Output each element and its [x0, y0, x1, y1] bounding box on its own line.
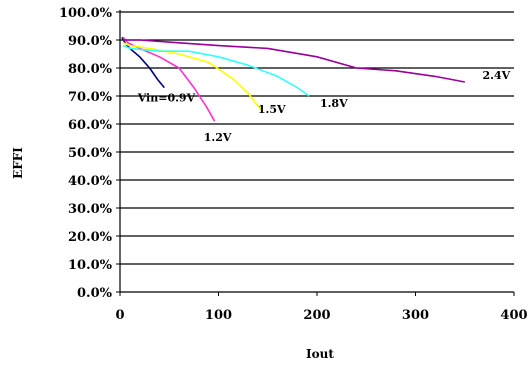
y-tick-label-5: 50.0% — [68, 146, 113, 161]
series-label-4: 2.4V — [482, 69, 510, 82]
y-tick-label-2: 20.0% — [68, 230, 113, 245]
y-tick-label-10: 100.0% — [59, 6, 113, 21]
grid-lines — [120, 11, 514, 265]
y-tick-label-6: 60.0% — [68, 118, 113, 133]
series-line-2 — [122, 42, 262, 111]
y-axis-title: EFFI — [11, 147, 25, 179]
series-line-3 — [122, 44, 310, 97]
x-tick-label-1: 100 — [205, 308, 232, 323]
y-tick-labels: 0.0% 10.0% 20.0% 30.0% 40.0% 50.0% 60.0% 70.0% 8… — [59, 6, 113, 301]
x-tick-labels: 0 100 200 300 400 — [115, 308, 527, 323]
y-tick-label-8: 80.0% — [68, 62, 113, 77]
y-tick-label-4: 40.0% — [68, 174, 113, 189]
x-tick-label-2: 200 — [303, 308, 330, 323]
y-tick-label-9: 90.0% — [68, 34, 113, 49]
series-line-4 — [123, 39, 465, 83]
y-tick-label-0: 0.0% — [77, 286, 113, 301]
axes — [116, 10, 515, 296]
series-line-1 — [122, 36, 216, 122]
series-labels: Vin=0.9V 1.2V 1.5V 1.8V 2.4V — [137, 69, 511, 144]
series-label-3: 1.8V — [320, 97, 348, 110]
y-tick-label-1: 10.0% — [68, 258, 113, 273]
series-label-1: 1.2V — [204, 131, 232, 144]
x-tick-label-0: 0 — [115, 308, 124, 323]
series-label-0: Vin=0.9V — [137, 92, 196, 105]
x-axis-title: Iout — [306, 347, 334, 361]
y-tick-label-7: 70.0% — [68, 90, 113, 105]
x-tick-label-3: 300 — [402, 308, 429, 323]
series-lines — [121, 36, 465, 122]
series-label-2: 1.5V — [258, 103, 286, 116]
y-tick-label-3: 30.0% — [68, 202, 113, 217]
x-tick-label-4: 400 — [500, 308, 527, 323]
